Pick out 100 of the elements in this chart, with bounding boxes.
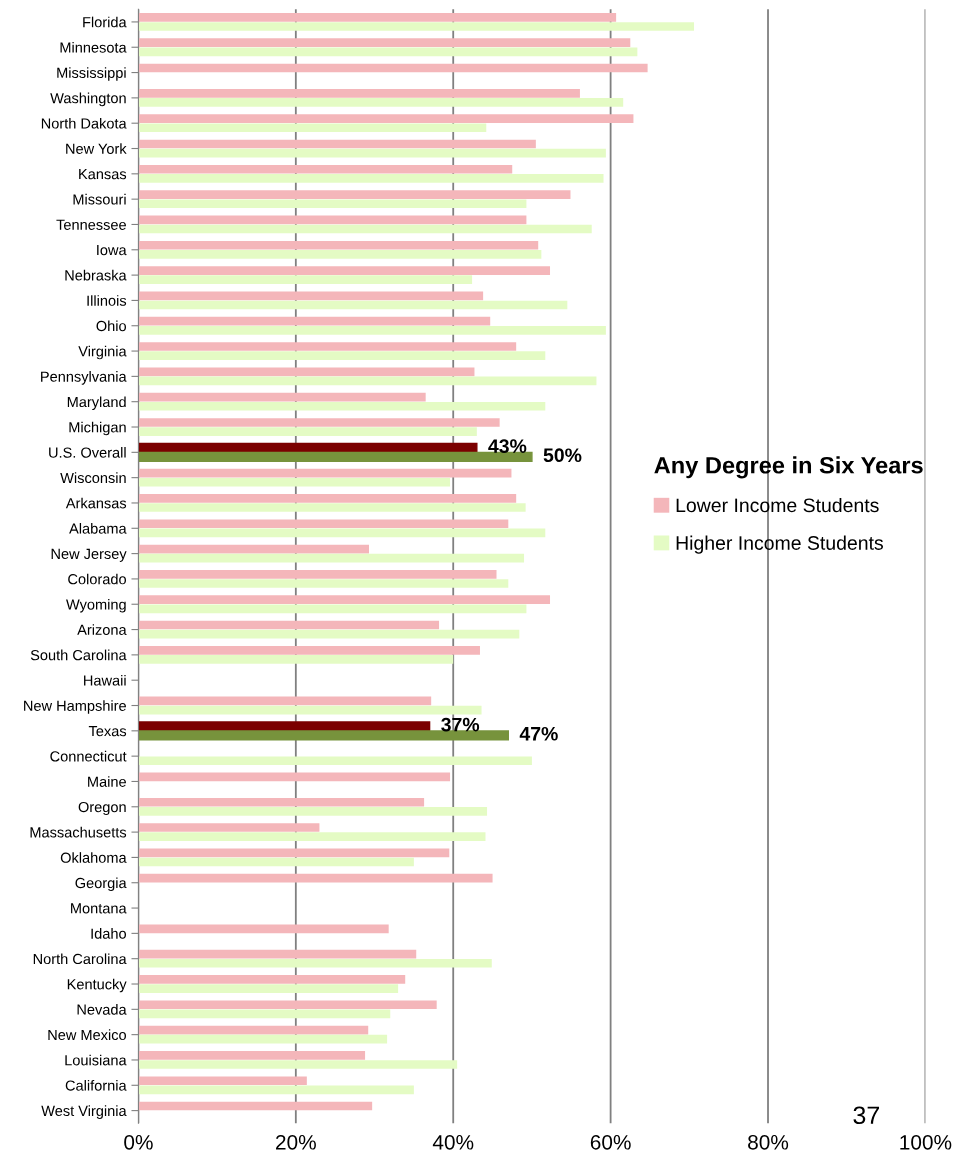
bar	[138, 1034, 388, 1044]
y-tick-label: Alabama	[69, 523, 127, 534]
bar	[138, 477, 451, 487]
bar	[138, 772, 451, 782]
bar	[138, 696, 432, 706]
y-tick-label: Washington	[50, 92, 126, 107]
bar	[138, 291, 484, 301]
bar	[138, 250, 542, 259]
bar	[138, 528, 546, 538]
y-tick-label: California	[65, 1080, 127, 1091]
bar	[138, 1000, 437, 1010]
bar	[138, 873, 493, 883]
bar	[138, 1051, 366, 1060]
bar	[138, 797, 425, 807]
y-tick-label: Massachusetts	[30, 826, 127, 838]
bar	[138, 1085, 414, 1095]
y-tick-label: Pennsylvania	[41, 371, 127, 385]
bar	[138, 114, 634, 123]
bar	[138, 807, 488, 816]
bar	[138, 164, 513, 174]
y-tick-label: North Dakota	[41, 117, 127, 129]
y-tick-label: Illinois	[87, 295, 127, 306]
bar	[138, 1009, 391, 1019]
bar	[138, 63, 648, 73]
y-tick-label: Mississippi	[57, 67, 126, 81]
y-tick-label: Iowa	[97, 245, 127, 256]
y-tick-label: Missouri	[73, 193, 126, 205]
legend-label: Lower Income Students	[676, 497, 879, 513]
bar	[138, 756, 532, 766]
y-tick-label: Virginia	[78, 345, 127, 360]
bar	[138, 1060, 458, 1069]
bar	[138, 468, 512, 478]
bar	[138, 645, 480, 655]
bar	[138, 266, 551, 275]
bar	[138, 139, 536, 149]
y-tick-label: Georgia	[75, 877, 127, 892]
bar	[138, 503, 526, 512]
bar	[138, 316, 491, 326]
y-tick-label: Arkansas	[65, 497, 127, 509]
bar	[138, 544, 370, 554]
y-tick-label: Louisiana	[65, 1054, 127, 1066]
y-tick-label: Michigan	[69, 421, 126, 436]
bar	[138, 88, 580, 98]
bar	[138, 427, 477, 436]
bar	[138, 300, 568, 310]
bar	[138, 519, 509, 529]
bar	[138, 705, 482, 715]
data-label: 37%	[441, 717, 480, 732]
bar	[138, 224, 592, 234]
legend-title: Any Degree in Six Years	[654, 456, 923, 479]
bar	[138, 325, 606, 335]
y-tick-label: New Mexico	[48, 1029, 127, 1041]
x-tick-label: 60%	[590, 1134, 631, 1150]
y-tick-label: New Hampshire	[24, 700, 126, 714]
bar	[138, 13, 617, 22]
bar	[138, 376, 597, 386]
bar	[138, 442, 478, 453]
bar	[138, 1025, 369, 1035]
bar	[138, 1101, 373, 1111]
y-tick-label: South Carolina	[30, 649, 127, 661]
y-tick-label: U.S. Overall	[49, 447, 126, 458]
bar	[138, 823, 320, 832]
y-tick-label: Hawaii	[84, 674, 126, 686]
x-tick-label: 40%	[432, 1134, 474, 1150]
bar	[138, 367, 475, 377]
y-tick-label: West Virginia	[41, 1105, 127, 1119]
y-tick-label: Maryland	[67, 396, 126, 410]
bar	[138, 494, 517, 503]
x-tick-label: 20%	[276, 1134, 316, 1150]
bar	[138, 620, 440, 630]
y-tick-label: Kentucky	[67, 978, 127, 993]
data-label: 47%	[519, 726, 558, 741]
bar	[138, 123, 487, 133]
bar	[138, 924, 389, 934]
bar	[138, 174, 604, 183]
y-tick-label: Texas	[88, 726, 127, 737]
y-tick-label: Oklahoma	[60, 852, 127, 863]
bar	[138, 418, 500, 427]
legend-label: Higher Income Students	[676, 535, 883, 554]
bar	[138, 579, 509, 588]
bar	[138, 1076, 307, 1086]
bar	[138, 401, 546, 411]
bar	[138, 392, 426, 402]
y-tick-label: Wyoming	[66, 598, 126, 613]
y-tick-label: North Carolina	[33, 953, 127, 965]
bar	[138, 975, 406, 984]
bar	[138, 848, 450, 858]
bar	[138, 451, 533, 462]
bar	[138, 984, 399, 993]
y-tick-label: Arizona	[77, 624, 127, 635]
y-tick-label: Nevada	[77, 1004, 127, 1015]
x-tick-label: 0%	[124, 1134, 153, 1150]
y-tick-label: Idaho	[91, 928, 127, 939]
y-tick-label: Montana	[71, 903, 127, 914]
bar	[138, 604, 527, 614]
annotation: 37	[853, 1106, 880, 1125]
y-tick-label: New York	[66, 143, 127, 154]
y-tick-label: Minnesota	[60, 41, 127, 53]
bar	[138, 275, 473, 284]
bar	[138, 958, 492, 968]
